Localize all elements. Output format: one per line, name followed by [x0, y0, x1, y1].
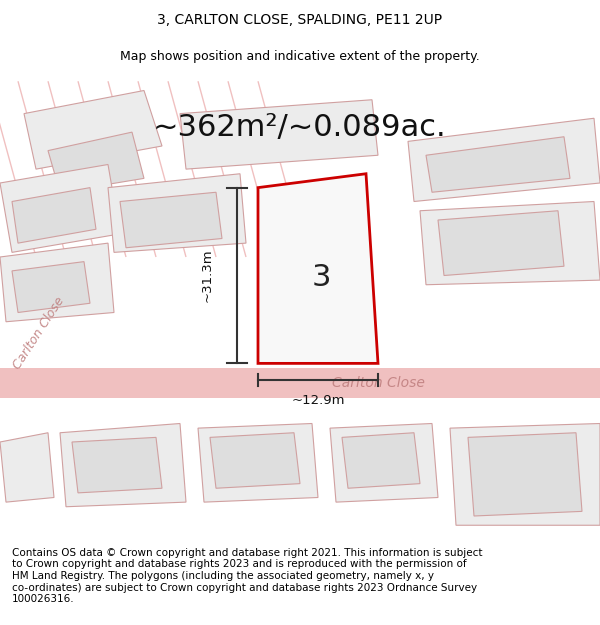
- Polygon shape: [468, 432, 582, 516]
- Text: ~12.9m: ~12.9m: [291, 394, 345, 407]
- Polygon shape: [198, 424, 318, 502]
- Polygon shape: [342, 432, 420, 488]
- Polygon shape: [438, 211, 564, 276]
- Polygon shape: [0, 164, 120, 252]
- Polygon shape: [426, 137, 570, 192]
- Polygon shape: [258, 174, 378, 363]
- Text: Carlton Close: Carlton Close: [332, 376, 424, 390]
- Polygon shape: [12, 188, 96, 243]
- Polygon shape: [24, 91, 162, 169]
- Polygon shape: [120, 192, 222, 248]
- Polygon shape: [408, 118, 600, 201]
- Polygon shape: [450, 424, 600, 525]
- Polygon shape: [0, 432, 54, 502]
- Polygon shape: [0, 243, 114, 322]
- Polygon shape: [330, 424, 438, 502]
- Polygon shape: [48, 132, 144, 192]
- Text: 3: 3: [311, 263, 331, 292]
- Text: 3, CARLTON CLOSE, SPALDING, PE11 2UP: 3, CARLTON CLOSE, SPALDING, PE11 2UP: [157, 13, 443, 28]
- Polygon shape: [108, 174, 246, 253]
- Text: ~362m²/~0.089ac.: ~362m²/~0.089ac.: [153, 113, 447, 142]
- Text: Map shows position and indicative extent of the property.: Map shows position and indicative extent…: [120, 51, 480, 63]
- Polygon shape: [210, 432, 300, 488]
- Polygon shape: [60, 424, 186, 507]
- Text: Contains OS data © Crown copyright and database right 2021. This information is : Contains OS data © Crown copyright and d…: [12, 548, 482, 604]
- Polygon shape: [72, 438, 162, 493]
- Polygon shape: [12, 262, 90, 312]
- Text: Carlton Close: Carlton Close: [11, 295, 67, 372]
- Polygon shape: [180, 100, 378, 169]
- Bar: [0, 368, 600, 398]
- Polygon shape: [420, 201, 600, 285]
- Text: ~31.3m: ~31.3m: [200, 249, 214, 302]
